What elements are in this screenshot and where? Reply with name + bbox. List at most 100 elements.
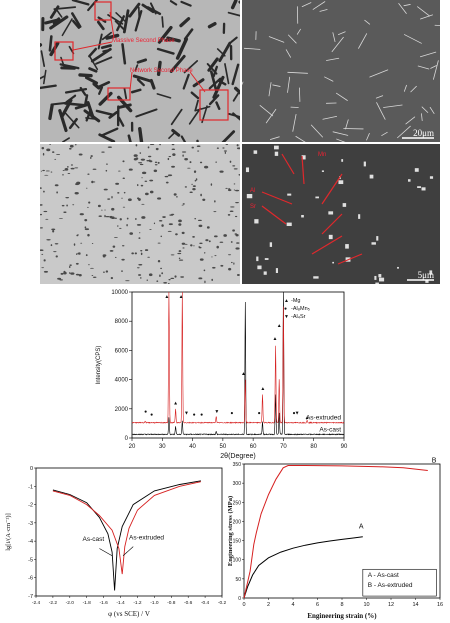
particle (363, 161, 366, 167)
particle (376, 236, 379, 241)
second-phase (63, 270, 66, 274)
plot-area (35, 467, 223, 597)
second-phase (171, 165, 175, 168)
second-phase (285, 49, 292, 58)
y-axis-label: Engineering stress (MPa) (228, 496, 234, 566)
second-phase (76, 182, 81, 185)
annotation-arrow (109, 11, 115, 39)
second-phase (335, 92, 348, 101)
y-tick-label: 100 (233, 558, 242, 564)
second-phase (236, 242, 240, 244)
particle (342, 203, 347, 207)
second-phase (336, 138, 346, 142)
legend-label: -Al₈Mn₅ (291, 306, 310, 312)
second-phase (112, 245, 116, 248)
second-phase (141, 203, 145, 205)
second-phase (173, 193, 177, 196)
second-phase (205, 239, 209, 242)
second-phase (225, 144, 229, 146)
second-phase (54, 184, 59, 187)
second-phase (338, 31, 346, 36)
second-phase (105, 33, 120, 40)
second-phase (68, 266, 71, 268)
second-phase (159, 144, 161, 146)
second-phase (160, 267, 163, 270)
second-phase (184, 243, 188, 245)
annotation-network: Network Second Phase (130, 68, 193, 74)
second-phase (192, 235, 195, 238)
annotation-arrow (99, 548, 113, 557)
annotation-arrow (72, 41, 113, 51)
second-phase (397, 125, 411, 139)
legend-label: -Mg (291, 298, 300, 304)
annotation-arrow (129, 71, 133, 91)
peak-marker: ● (230, 411, 233, 417)
second-phase (219, 241, 224, 243)
particle (313, 276, 319, 279)
second-phase (100, 209, 103, 211)
second-phase (181, 231, 185, 235)
second-phase (122, 160, 125, 163)
second-phase (69, 144, 74, 148)
series-end-label: B (432, 458, 437, 465)
second-phase (312, 1, 326, 10)
second-phase (207, 21, 217, 29)
second-phase (91, 275, 94, 277)
second-phase (232, 92, 240, 102)
second-phase (206, 63, 218, 75)
second-phase (87, 206, 89, 208)
x-tick-label: 10 (363, 602, 369, 608)
second-phase (234, 215, 238, 218)
second-phase (136, 58, 148, 64)
particle (253, 150, 258, 154)
second-phase (43, 259, 46, 262)
series-label: As-cast (319, 426, 341, 433)
second-phase (58, 217, 64, 219)
second-phase (167, 157, 170, 161)
x-tick-label: -0.4 (201, 600, 210, 606)
second-phase (193, 170, 197, 173)
y-tick-label: 6000 (115, 348, 129, 354)
second-phase (104, 209, 106, 211)
second-phase (228, 267, 232, 271)
y-tick-label: 0 (238, 596, 241, 602)
second-phase (55, 255, 58, 258)
second-phase (90, 156, 92, 160)
second-phase (233, 183, 236, 185)
second-phase (156, 280, 159, 283)
y-tick-label: 350 (233, 462, 242, 468)
x-tick-label: -1.0 (150, 600, 159, 606)
peak-marker: ▼ (295, 411, 300, 417)
annotation-mn: Mn (318, 152, 327, 158)
second-phase (49, 144, 51, 145)
second-phase (53, 251, 57, 253)
second-phase (376, 102, 386, 120)
second-phase (141, 177, 143, 179)
micrograph-d: Mn Al Sr 5μm (242, 144, 440, 284)
second-phase (103, 188, 108, 191)
annotation-arrow (189, 71, 206, 93)
second-phase (109, 250, 114, 252)
second-phase (148, 155, 152, 158)
second-phase (137, 184, 139, 187)
particle (378, 274, 382, 278)
second-phase (156, 60, 162, 77)
second-phase (154, 164, 158, 166)
second-phase (319, 9, 328, 12)
second-phase (147, 256, 150, 258)
second-phase (42, 69, 47, 85)
second-phase (232, 112, 240, 121)
second-phase (421, 106, 429, 113)
particle (286, 222, 292, 227)
y-tick-label: -7 (28, 594, 33, 600)
second-phase (178, 257, 181, 260)
second-phase (111, 216, 115, 219)
second-phase (50, 171, 53, 173)
second-phase (71, 0, 90, 6)
second-phase (84, 218, 88, 222)
second-phase (133, 157, 138, 161)
second-phase (75, 273, 80, 276)
particle (328, 211, 334, 215)
second-phase (211, 256, 213, 258)
peak-marker: ● (144, 409, 147, 415)
